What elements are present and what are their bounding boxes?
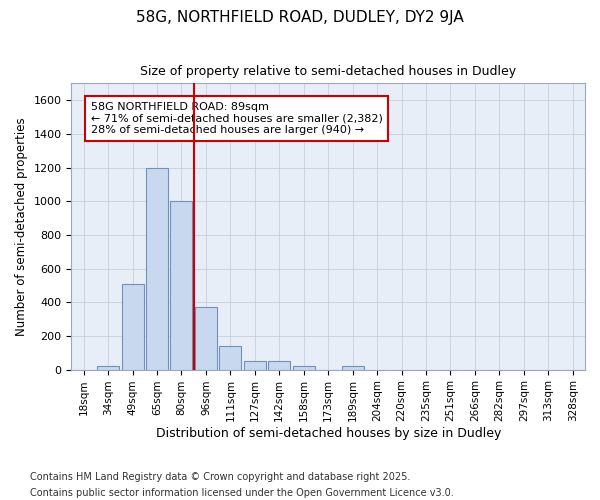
Text: 58G NORTHFIELD ROAD: 89sqm
← 71% of semi-detached houses are smaller (2,382)
28%: 58G NORTHFIELD ROAD: 89sqm ← 71% of semi… bbox=[91, 102, 383, 135]
Title: Size of property relative to semi-detached houses in Dudley: Size of property relative to semi-detach… bbox=[140, 65, 516, 78]
Bar bbox=[341, 366, 364, 370]
Bar bbox=[146, 168, 168, 370]
Bar bbox=[220, 346, 241, 370]
Bar bbox=[122, 284, 143, 370]
Bar bbox=[244, 361, 266, 370]
Y-axis label: Number of semi-detached properties: Number of semi-detached properties bbox=[15, 117, 28, 336]
Text: Contains HM Land Registry data © Crown copyright and database right 2025.: Contains HM Land Registry data © Crown c… bbox=[30, 472, 410, 482]
Bar bbox=[97, 366, 119, 370]
Bar bbox=[293, 366, 315, 370]
Text: Contains public sector information licensed under the Open Government Licence v3: Contains public sector information licen… bbox=[30, 488, 454, 498]
Bar bbox=[195, 308, 217, 370]
Text: 58G, NORTHFIELD ROAD, DUDLEY, DY2 9JA: 58G, NORTHFIELD ROAD, DUDLEY, DY2 9JA bbox=[136, 10, 464, 25]
Bar bbox=[170, 201, 193, 370]
X-axis label: Distribution of semi-detached houses by size in Dudley: Distribution of semi-detached houses by … bbox=[155, 427, 501, 440]
Bar bbox=[268, 361, 290, 370]
